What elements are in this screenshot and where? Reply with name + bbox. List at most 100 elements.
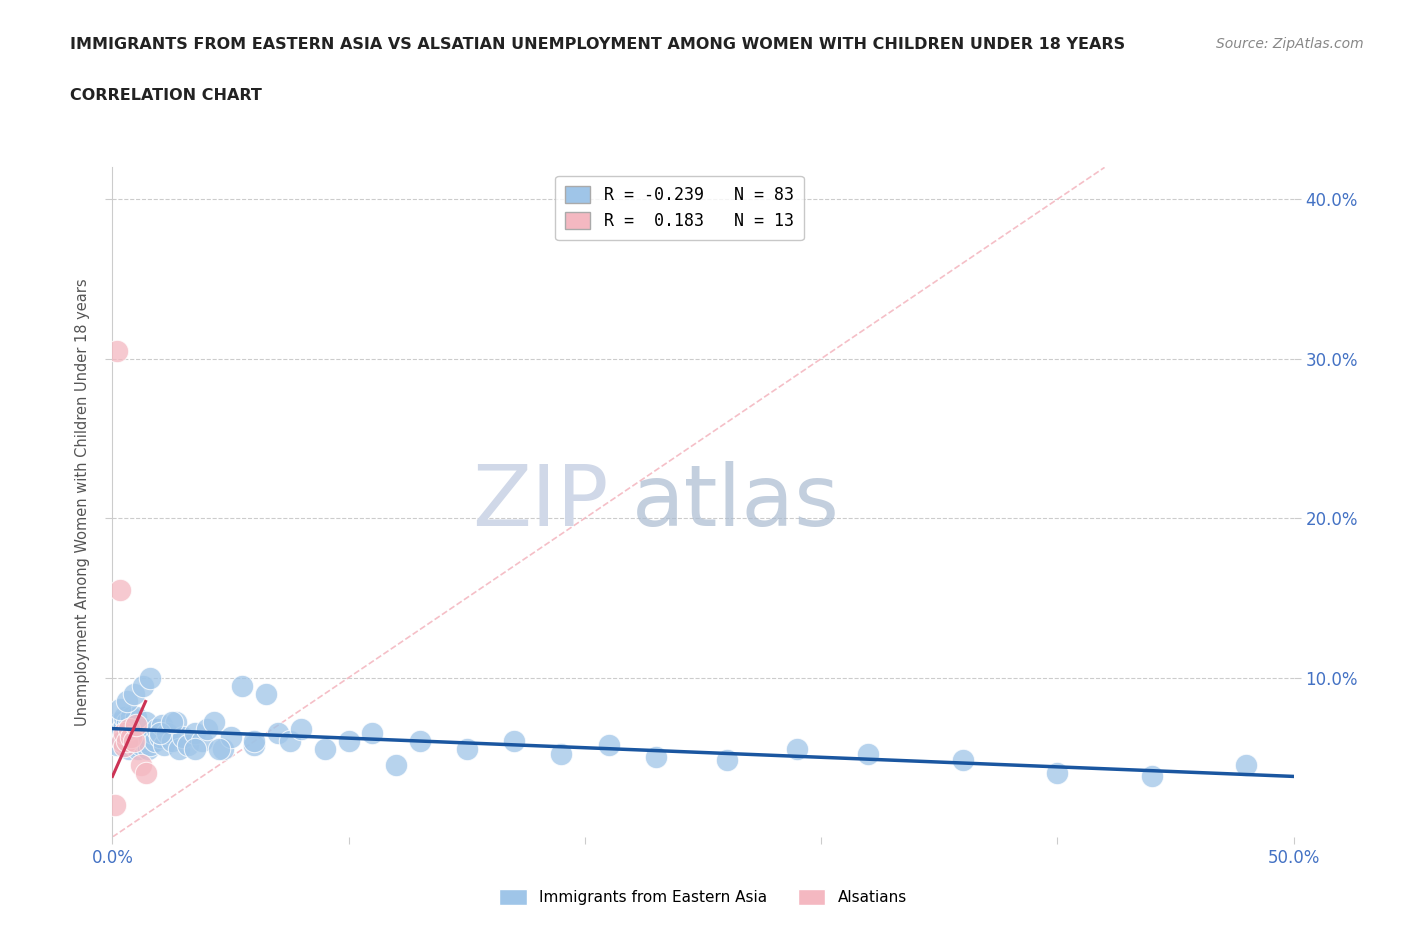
Point [111,734,134,749]
Point [125,734,148,749]
Point [550,747,572,762]
Point [212,742,235,757]
Point [122,734,145,749]
Point [112,718,135,733]
Point [243,737,266,752]
Point [112,738,135,753]
Point [165,715,187,730]
Point [115,737,138,752]
Point [105,737,128,752]
Point [125,721,148,736]
Point [132,734,155,749]
Point [160,715,183,730]
Point [952,753,974,768]
Point [786,742,808,757]
Y-axis label: Unemployment Among Women with Children Under 18 years: Unemployment Among Women with Children U… [75,278,90,726]
Point [120,710,142,724]
Point [135,765,157,780]
Point [231,678,253,693]
Point [112,726,135,741]
Point [136,742,159,757]
Point [644,750,666,764]
Point [125,718,148,733]
Point [142,726,165,741]
Point [108,726,131,741]
Point [202,715,225,730]
Point [129,726,152,741]
Point [122,686,145,701]
Point [167,742,190,757]
Point [127,729,149,744]
Point [177,737,200,752]
Point [195,721,218,736]
Point [208,742,231,757]
Point [184,726,207,741]
Point [120,734,142,749]
Point [408,734,430,749]
Point [108,715,131,730]
Point [243,734,266,749]
Point [115,726,138,741]
Point [118,729,141,744]
Point [108,582,131,597]
Point [337,734,360,749]
Point [111,721,134,736]
Text: CORRELATION CHART: CORRELATION CHART [70,88,262,103]
Point [115,734,138,749]
Point [118,742,141,757]
Point [108,702,131,717]
Point [184,742,207,757]
Point [314,742,336,757]
Text: ZIP: ZIP [472,460,609,544]
Point [120,721,142,736]
Point [120,729,142,744]
Point [135,715,157,730]
Point [1046,765,1069,780]
Point [156,726,179,741]
Text: atlas: atlas [633,460,841,544]
Point [267,726,290,741]
Point [385,758,408,773]
Point [146,721,169,736]
Point [1234,758,1257,773]
Legend: Immigrants from Eastern Asia, Alsatians: Immigrants from Eastern Asia, Alsatians [492,882,914,913]
Point [136,729,159,744]
Point [1140,769,1163,784]
Point [132,678,155,693]
Point [118,721,141,736]
Point [115,694,138,709]
Point [115,715,138,730]
Point [160,734,183,749]
Point [122,726,145,741]
Point [143,734,166,749]
Point [105,343,128,358]
Point [361,726,384,741]
Point [149,729,172,744]
Point [191,734,214,749]
Legend: R = -0.239   N = 83, R =  0.183   N = 13: R = -0.239 N = 83, R = 0.183 N = 13 [555,176,804,240]
Point [254,686,277,701]
Point [132,721,155,736]
Point [219,729,242,744]
Text: IMMIGRANTS FROM EASTERN ASIA VS ALSATIAN UNEMPLOYMENT AMONG WOMEN WITH CHILDREN : IMMIGRANTS FROM EASTERN ASIA VS ALSATIAN… [70,37,1125,52]
Point [104,798,127,813]
Point [112,729,135,744]
Point [112,710,135,724]
Point [150,718,173,733]
Point [127,742,149,757]
Point [456,742,478,757]
Point [122,737,145,752]
Point [278,734,301,749]
Point [716,753,738,768]
Point [503,734,526,749]
Point [125,710,148,724]
Point [139,737,162,752]
Text: Source: ZipAtlas.com: Source: ZipAtlas.com [1216,37,1364,51]
Point [129,758,152,773]
Point [598,737,620,752]
Point [149,726,172,741]
Point [111,734,134,749]
Point [290,721,312,736]
Point [858,747,880,762]
Point [153,737,176,752]
